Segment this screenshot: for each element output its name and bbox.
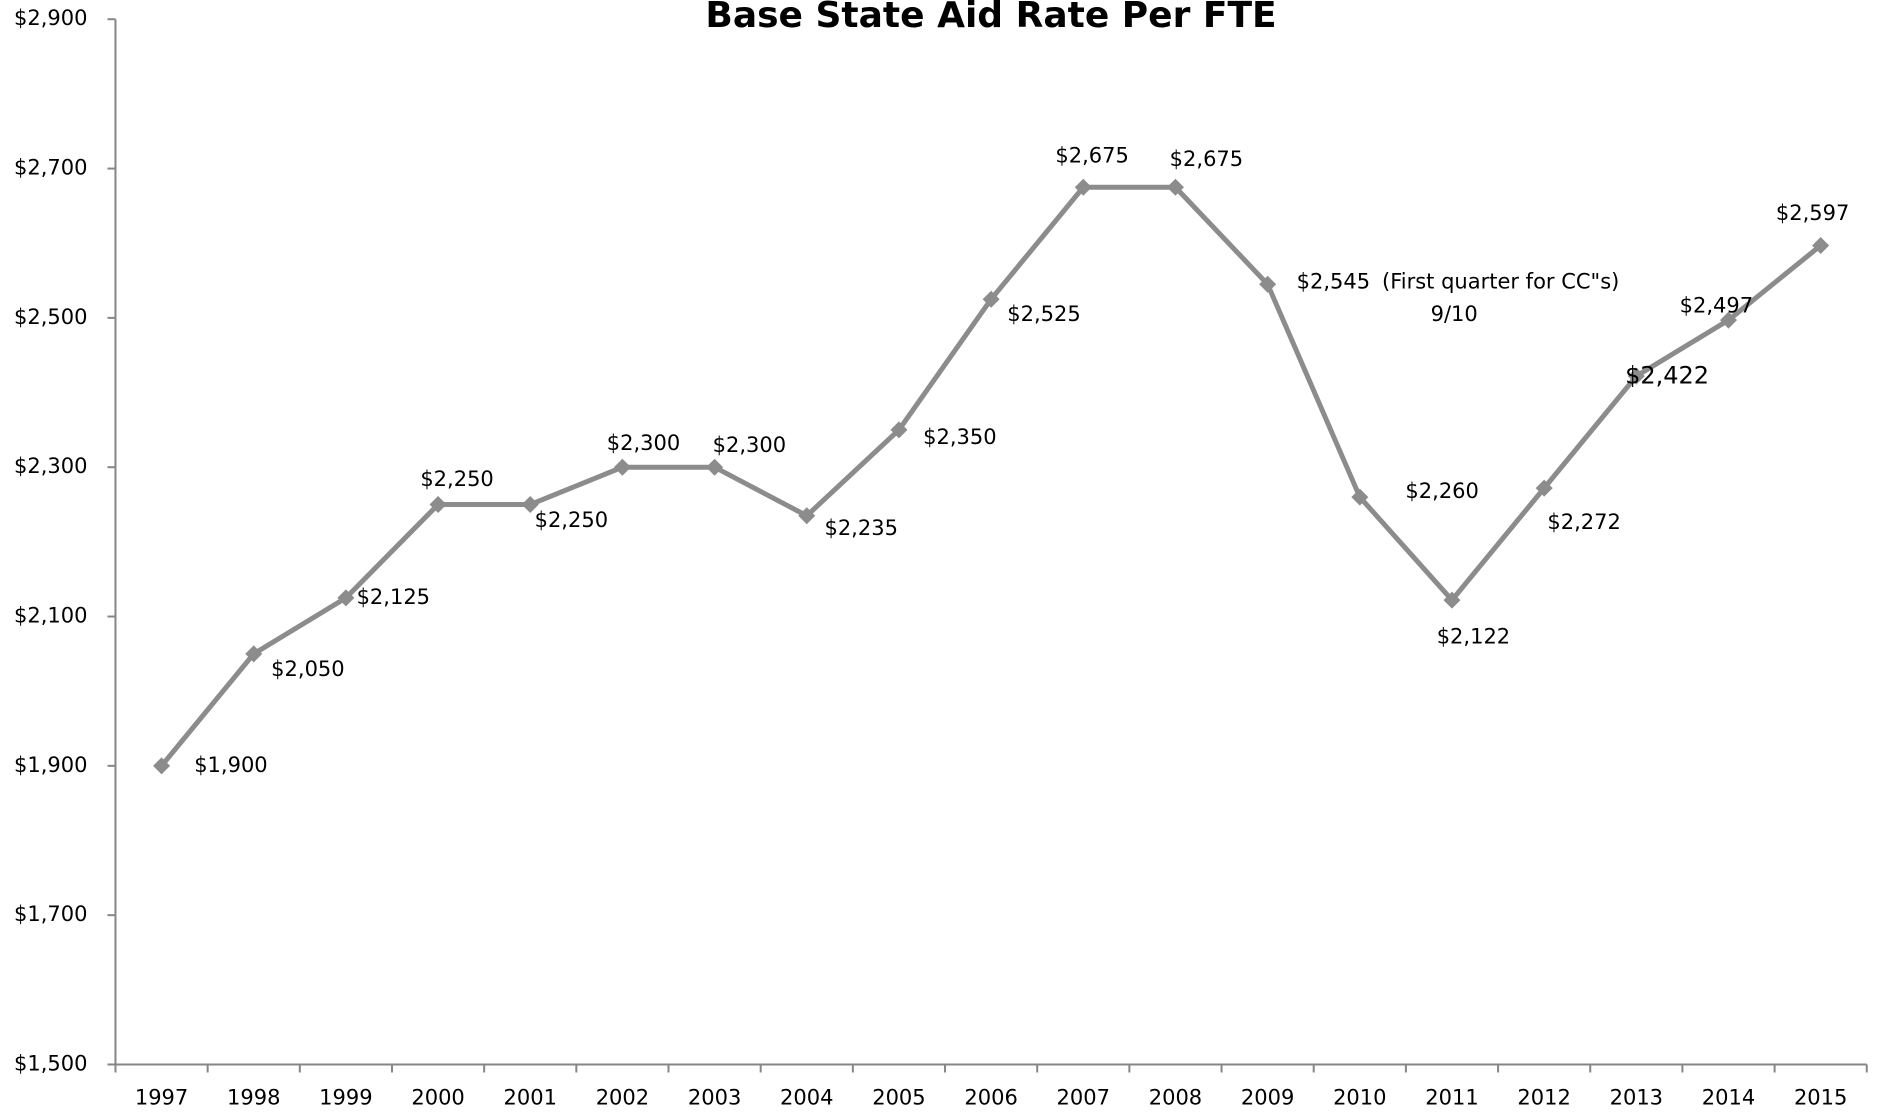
point xyxy=(521,496,539,514)
point xyxy=(1074,178,1092,196)
x-tick-label: 2000 xyxy=(411,1085,464,1109)
point xyxy=(706,458,724,476)
x-tick-label: 2012 xyxy=(1517,1085,1570,1109)
data-label: $2,422 xyxy=(1625,361,1709,389)
x-tick-label: 2005 xyxy=(872,1085,925,1109)
data-label: $2,122 xyxy=(1437,624,1510,648)
point xyxy=(1627,367,1645,385)
data-label: $2,545 xyxy=(1297,270,1370,294)
point xyxy=(1351,488,1369,506)
data-label: $2,300 xyxy=(713,433,786,457)
point xyxy=(982,290,1000,308)
point xyxy=(153,757,171,775)
data-label: $2,525 xyxy=(1007,302,1080,326)
x-tick-label: 2004 xyxy=(780,1085,833,1109)
chart-title: Base State Aid Rate Per FTE xyxy=(705,0,1276,36)
data-label: $2,235 xyxy=(824,516,897,540)
data-label: $2,250 xyxy=(535,508,608,532)
data-label: $2,497 xyxy=(1680,294,1753,318)
data-label: $2,675 xyxy=(1055,143,1128,167)
annotation: (First quarter for CC"s) xyxy=(1382,270,1619,294)
point xyxy=(245,645,263,663)
y-tick-label: $2,700 xyxy=(14,156,87,180)
data-label: $2,050 xyxy=(271,657,344,681)
x-tick-label: 2013 xyxy=(1610,1085,1663,1109)
point xyxy=(1535,479,1553,497)
y-tick-label: $1,500 xyxy=(14,1051,87,1075)
point xyxy=(1166,178,1184,196)
x-tick-label: 2011 xyxy=(1425,1085,1478,1109)
point xyxy=(798,507,816,525)
point xyxy=(890,421,908,439)
x-tick-label: 1999 xyxy=(319,1085,372,1109)
point xyxy=(1719,311,1737,329)
x-tick-label: 1998 xyxy=(227,1085,280,1109)
point xyxy=(429,496,447,514)
point xyxy=(1259,275,1277,293)
x-tick-label: 2014 xyxy=(1702,1085,1755,1109)
x-tick-label: 2015 xyxy=(1794,1085,1847,1109)
data-label: $2,250 xyxy=(420,467,493,491)
point xyxy=(337,589,355,607)
y-tick-label: $2,300 xyxy=(14,454,87,478)
data-label: $2,260 xyxy=(1405,479,1478,503)
annotation: 9/10 xyxy=(1431,302,1478,326)
point xyxy=(1443,591,1461,609)
x-tick-label: 2006 xyxy=(964,1085,1017,1109)
y-tick-label: $2,900 xyxy=(14,6,87,30)
data-label: $2,675 xyxy=(1170,147,1243,171)
y-tick-label: $2,100 xyxy=(14,604,87,628)
x-tick-label: 2002 xyxy=(596,1085,649,1109)
data-label: $2,350 xyxy=(923,425,996,449)
y-tick-label: $1,900 xyxy=(14,753,87,777)
y-tick-label: $2,500 xyxy=(14,305,87,329)
data-label: $1,900 xyxy=(194,753,267,777)
x-tick-label: 2001 xyxy=(504,1085,557,1109)
x-tick-label: 2007 xyxy=(1057,1085,1110,1109)
data-label: $2,300 xyxy=(607,431,680,455)
x-tick-label: 2009 xyxy=(1241,1085,1294,1109)
data-label: $2,125 xyxy=(357,585,430,609)
data-label: $2,597 xyxy=(1776,201,1849,225)
x-tick-label: 2003 xyxy=(688,1085,741,1109)
y-tick-label: $1,700 xyxy=(14,902,87,926)
x-tick-label: 2010 xyxy=(1333,1085,1386,1109)
point xyxy=(613,458,631,476)
x-tick-label: 1997 xyxy=(135,1085,188,1109)
data-label: $2,272 xyxy=(1547,510,1620,534)
point xyxy=(1812,236,1830,254)
x-tick-label: 2008 xyxy=(1149,1085,1202,1109)
